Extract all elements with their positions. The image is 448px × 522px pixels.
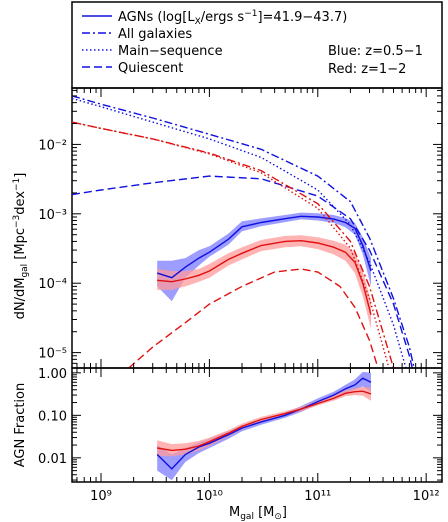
top-y-tick-label: 10⁻² [38,138,67,153]
legend-label-agn: AGNs (log[LX/ergs s−1]=41.9−43.7) [118,9,347,27]
x-tick-label: 10⁹ [90,489,112,504]
top-series-main-sequence-red [72,121,390,368]
legend-label-quiescent: Quiescent [118,61,183,76]
bottom-y-tick-label: 1.00 [38,367,67,382]
top-series-all-galaxies-red [72,121,395,368]
top-series-all-galaxies-blue [72,95,415,368]
top-y-axis-label: dN/dMgal [Mpc−3dex−1] [12,173,30,320]
bottom-y-axis-label: AGN Fraction [13,383,28,468]
bottom-band-blue-0 [157,371,371,481]
bottom-y-tick-label: 0.01 [38,452,67,467]
top-y-tick-label: 10⁻⁵ [38,347,67,362]
top-panel-frame [71,87,443,369]
x-tick-label: 10¹⁰ [196,489,223,504]
top-series-quiescent-blue [72,175,413,368]
top-y-tick-label: 10⁻³ [38,208,67,223]
legend-note-red: Red: z=1−2 [328,62,406,77]
legend: AGNs (log[LX/ergs s−1]=41.9−43.7) All ga… [71,1,443,89]
bottom-series-agn-fraction-blue [156,377,372,470]
top-series-agns-red [157,239,372,315]
top-panel: 10⁻⁵ 10⁻⁴ 10⁻³ 10⁻² dN/dMgal [Mpc−3dex−1] [12,87,443,369]
top-series-main-sequence-blue [72,97,407,368]
bottom-series-agn-fraction-red [157,390,372,452]
top-series-agns-blue [156,215,372,279]
bottom-panel: 0.01 0.10 1.00 10⁹ 10¹⁰ 10¹¹ 10¹² AGN Fractio… [13,367,443,522]
x-axis-label: Mgal [M⊙] [229,505,287,522]
legend-box [71,1,443,89]
top-series-quiescent-red [128,268,379,368]
legend-label-main-sequence: Main−sequence [118,44,223,59]
legend-label-all-galaxies: All galaxies [118,27,192,42]
bottom-y-tick-label: 0.10 [38,409,67,424]
x-tick-label: 10¹¹ [304,489,331,504]
x-tick-label: 10¹² [413,489,440,504]
legend-note-blue: Blue: z=0.5−1 [328,44,423,59]
top-y-tick-label: 10⁻⁴ [38,277,67,292]
